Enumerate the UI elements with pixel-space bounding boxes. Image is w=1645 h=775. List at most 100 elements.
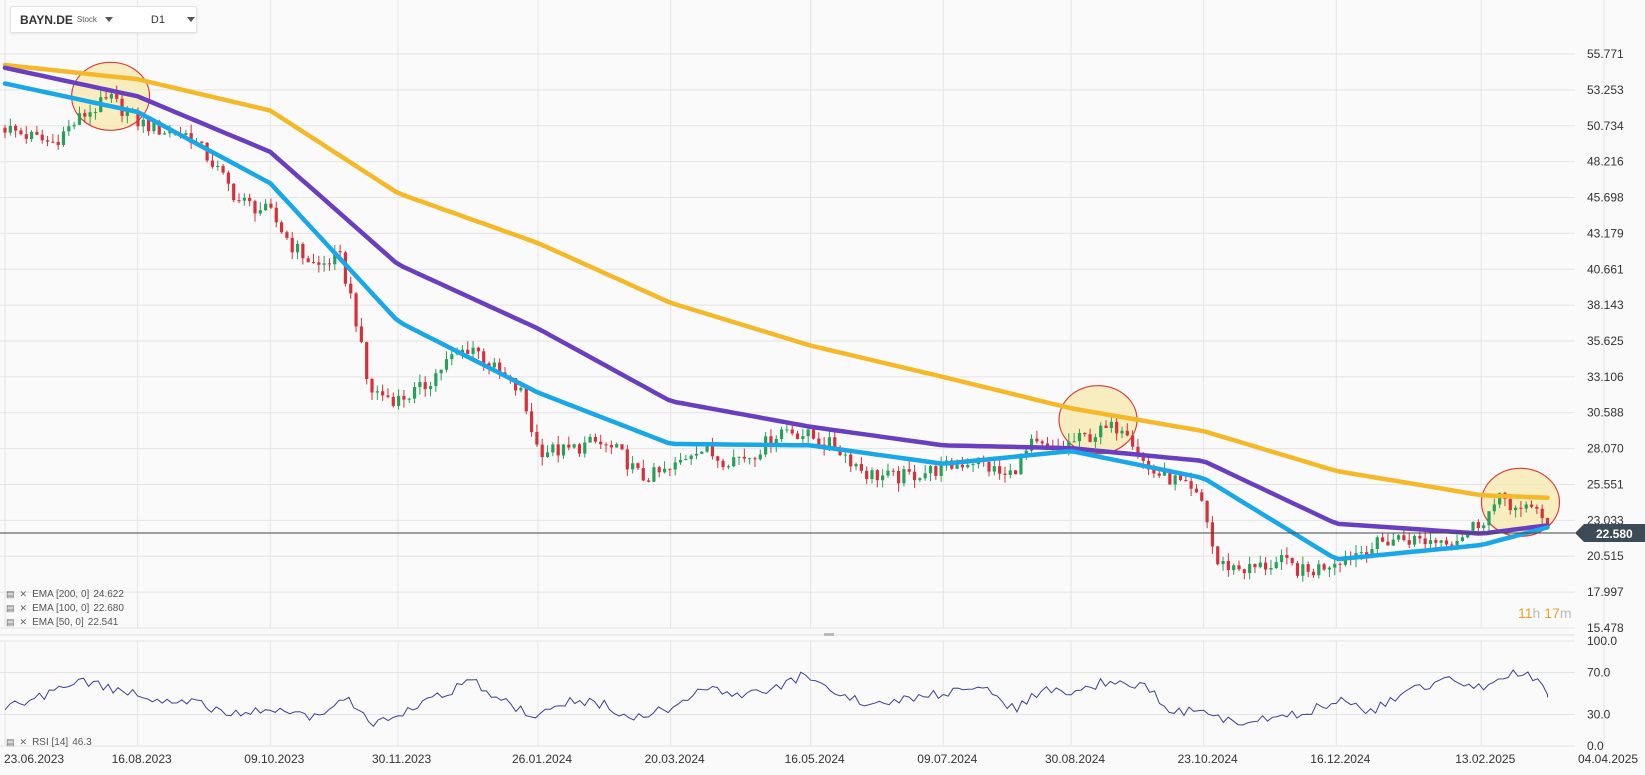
candle-body bbox=[886, 470, 890, 476]
countdown-minutes: 17 bbox=[1544, 605, 1560, 621]
legend-value: 46.3 bbox=[72, 737, 92, 748]
candle-body bbox=[51, 141, 55, 143]
candle-body bbox=[248, 197, 252, 202]
candle-body bbox=[795, 433, 800, 439]
candle-body bbox=[1412, 535, 1417, 545]
candle-body bbox=[1173, 475, 1177, 485]
candle-body bbox=[928, 466, 933, 474]
legend-value: 22.680 bbox=[93, 603, 124, 614]
candle-body bbox=[1099, 425, 1103, 438]
candle-body bbox=[1178, 475, 1183, 481]
settings-icon[interactable]: ▤ bbox=[6, 589, 16, 599]
candle-body bbox=[301, 243, 305, 259]
candle-body bbox=[1168, 469, 1172, 485]
candle-body bbox=[604, 444, 608, 446]
candle-body bbox=[519, 387, 523, 391]
candle-body bbox=[1008, 470, 1012, 475]
date-tick-label: 30.11.2023 bbox=[372, 752, 431, 766]
timeframe-value[interactable]: D1 bbox=[150, 13, 165, 26]
candle-body bbox=[1529, 504, 1534, 507]
symbol-toolbar: BAYN.DE Stock D1 bbox=[10, 6, 197, 33]
candle-body bbox=[758, 454, 762, 460]
candle-body bbox=[72, 124, 76, 127]
candle-body bbox=[253, 201, 257, 214]
candle-body bbox=[662, 468, 667, 473]
candle-body bbox=[269, 203, 273, 208]
candle-body bbox=[1396, 535, 1401, 540]
settings-icon[interactable]: ▤ bbox=[6, 737, 16, 747]
legend-label: EMA [200, 0] bbox=[32, 589, 90, 600]
candle-body bbox=[40, 134, 44, 141]
candle-body bbox=[466, 349, 470, 354]
candle-body bbox=[1317, 564, 1321, 576]
candle-body bbox=[1210, 522, 1215, 547]
close-icon[interactable]: ✕ bbox=[19, 617, 29, 627]
candle-body bbox=[1301, 564, 1305, 576]
candle-body bbox=[1242, 569, 1246, 574]
symbol-dropdown-icon[interactable] bbox=[104, 17, 113, 22]
candle-body bbox=[678, 459, 683, 463]
price-tick-label: 15.478 bbox=[1587, 621, 1624, 635]
candle-body bbox=[412, 387, 417, 399]
candle-body bbox=[439, 369, 443, 374]
timeframe-dropdown-icon[interactable] bbox=[186, 17, 195, 22]
candle-body bbox=[769, 436, 773, 446]
candle-body bbox=[8, 125, 12, 133]
price-tick-label: 50.734 bbox=[1587, 119, 1624, 133]
candle-body bbox=[61, 131, 66, 146]
candle-body bbox=[1014, 470, 1018, 475]
candle-body bbox=[104, 97, 108, 99]
candle-body bbox=[631, 463, 635, 470]
candle-body bbox=[242, 197, 246, 201]
candle-body bbox=[896, 470, 901, 484]
candle-body bbox=[838, 449, 842, 456]
candle-body bbox=[1077, 433, 1082, 442]
rsi-panel: 100.0 70.0 30.0 0.0 bbox=[0, 634, 1617, 753]
settings-icon[interactable]: ▤ bbox=[6, 603, 16, 613]
close-icon[interactable]: ✕ bbox=[19, 737, 29, 747]
candle-body bbox=[200, 141, 204, 143]
candle-body bbox=[1003, 473, 1007, 475]
candle-body bbox=[806, 429, 810, 437]
settings-icon[interactable]: ▤ bbox=[6, 617, 16, 627]
candle-body bbox=[907, 469, 911, 472]
candle-body bbox=[354, 293, 358, 327]
candle-body bbox=[1232, 565, 1236, 571]
candle-body bbox=[428, 386, 433, 390]
candle-body bbox=[375, 391, 379, 393]
candle-body bbox=[1226, 560, 1230, 571]
legend-label: RSI [14] bbox=[32, 737, 69, 748]
candle-body bbox=[870, 470, 874, 479]
candle-body bbox=[779, 429, 784, 439]
candle-body bbox=[115, 94, 119, 99]
candle-body bbox=[529, 411, 534, 432]
date-tick-label: 30.08.2024 bbox=[1045, 752, 1105, 766]
candle-body bbox=[641, 468, 645, 481]
candle-body bbox=[1439, 540, 1443, 543]
symbol-name[interactable]: BAYN.DE bbox=[20, 12, 73, 27]
candle-body bbox=[83, 113, 87, 117]
panel-resize-handle[interactable] bbox=[824, 633, 834, 636]
candle-body bbox=[1402, 535, 1406, 541]
candle-body bbox=[843, 454, 848, 456]
candle-body bbox=[109, 94, 113, 99]
close-icon[interactable]: ✕ bbox=[19, 603, 29, 613]
candle-body bbox=[694, 453, 699, 456]
candle-body bbox=[141, 119, 145, 127]
candle-body bbox=[865, 470, 869, 479]
candle-body bbox=[524, 387, 528, 412]
current-price-tag bbox=[1575, 524, 1645, 542]
candle-body bbox=[45, 140, 50, 142]
rsi-tick-label: 100.0 bbox=[1587, 634, 1617, 648]
candle-body bbox=[551, 444, 555, 453]
candle-body bbox=[700, 451, 704, 454]
candle-body bbox=[3, 127, 7, 133]
candle-body bbox=[577, 444, 582, 454]
candle-body bbox=[1386, 541, 1390, 546]
candle-body bbox=[1285, 555, 1289, 558]
price-tick-label: 53.253 bbox=[1587, 83, 1624, 97]
price-tick-label: 55.771 bbox=[1587, 47, 1624, 61]
close-icon[interactable]: ✕ bbox=[19, 589, 29, 599]
candle-body bbox=[1359, 552, 1363, 554]
